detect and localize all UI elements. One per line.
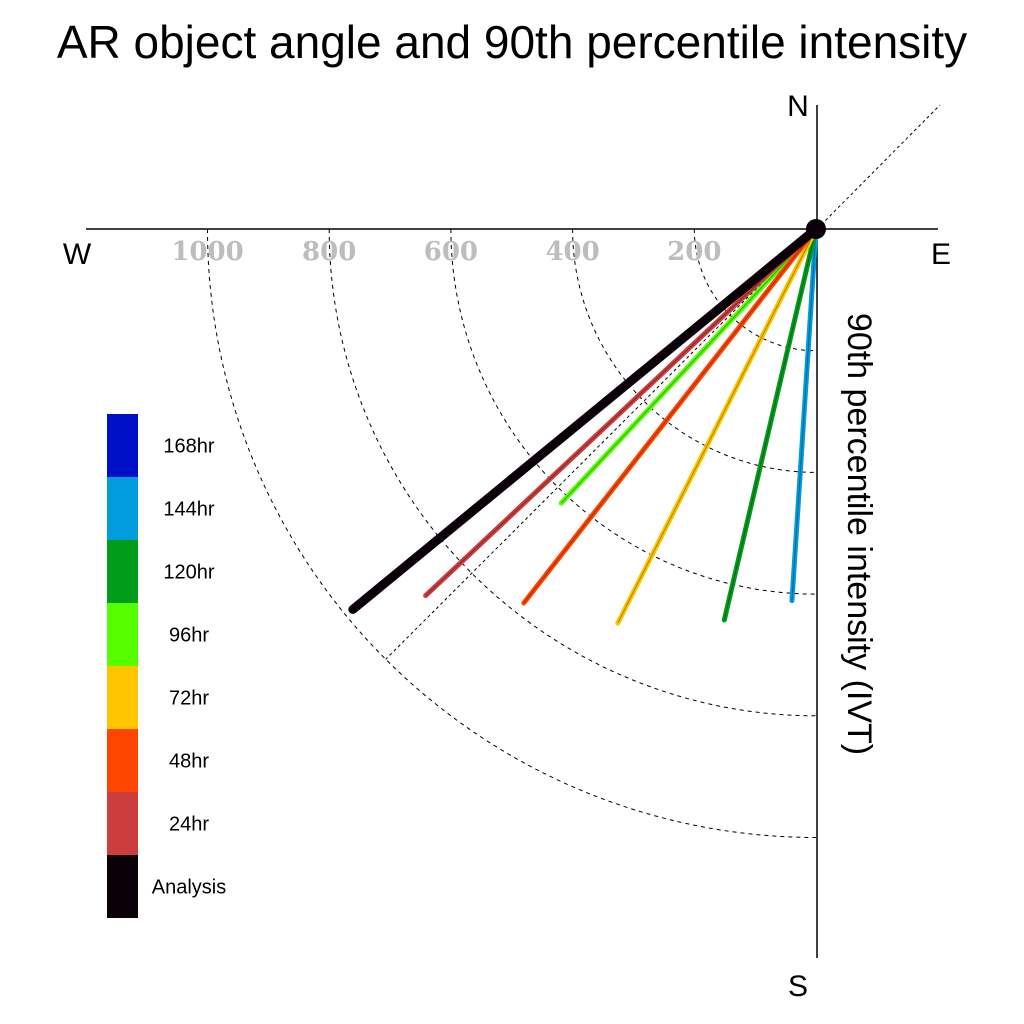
legend-swatch-120hr xyxy=(107,540,138,603)
radial-tick-label-400: 400 xyxy=(545,237,599,267)
series-line-48hr xyxy=(521,226,819,606)
legend-swatch-24hr xyxy=(107,792,138,855)
compass-north: N xyxy=(787,90,809,123)
radial-tick-label-800: 800 xyxy=(302,237,356,267)
radial-tick-label-1000: 1000 xyxy=(171,237,243,267)
radial-tick-labels: 200 400 600 800 1000 xyxy=(171,237,721,267)
series-line-analysis xyxy=(348,224,821,614)
series-line-96hr xyxy=(558,226,819,506)
series-line-72hr xyxy=(615,226,819,626)
compass-east: E xyxy=(931,238,951,271)
legend-label-144hr: 144hr xyxy=(163,499,214,521)
legend-swatch-72hr xyxy=(107,666,138,729)
legend-swatch-168hr xyxy=(107,414,138,477)
legend-swatch-48hr xyxy=(107,729,138,792)
series-line-core-96hr xyxy=(560,228,817,504)
legend-swatch-analysis xyxy=(107,855,138,918)
legend-label-168hr: 168hr xyxy=(163,436,214,458)
legend-label-120hr: 120hr xyxy=(163,562,214,584)
legend-swatch-144hr xyxy=(107,477,138,540)
legend-label-96hr: 96hr xyxy=(169,625,209,647)
radial-tick-label-600: 600 xyxy=(424,237,478,267)
series-line-core-144hr xyxy=(791,228,817,601)
legend-label-48hr: 48hr xyxy=(169,751,209,773)
grid-arc-800 xyxy=(328,228,817,717)
radial-axis-label: 90th percentile intensity (IVT) xyxy=(840,313,878,755)
series-line-144hr xyxy=(789,226,819,604)
compass-south: S xyxy=(788,970,808,1003)
grid-arcs xyxy=(207,228,817,838)
legend-label-analysis: Analysis xyxy=(152,877,226,899)
series-line-24hr xyxy=(423,226,819,599)
chart-title: AR object angle and 90th percentile inte… xyxy=(57,16,967,68)
legend: 168hr 144hr 120hr 96hr 72hr 48hr 24hr Analysis xyxy=(107,414,226,918)
legend-label-24hr: 24hr xyxy=(169,814,209,836)
diagonal-guide xyxy=(816,104,941,230)
legend-swatch-96hr xyxy=(107,603,138,666)
series-line-core-72hr xyxy=(617,228,817,624)
origin-point xyxy=(806,219,826,239)
series-line-120hr xyxy=(721,226,819,623)
compass-west: W xyxy=(63,238,92,271)
series-lines xyxy=(348,224,821,626)
grid-arc-1000 xyxy=(207,228,817,838)
series-line-core-48hr xyxy=(523,228,817,604)
grid-arc-200 xyxy=(693,228,817,352)
legend-label-72hr: 72hr xyxy=(169,688,209,710)
series-line-core-120hr xyxy=(723,228,817,621)
series-line-core-24hr xyxy=(425,228,817,596)
radial-tick-label-200: 200 xyxy=(667,237,721,267)
grid-diagonal xyxy=(385,228,817,660)
